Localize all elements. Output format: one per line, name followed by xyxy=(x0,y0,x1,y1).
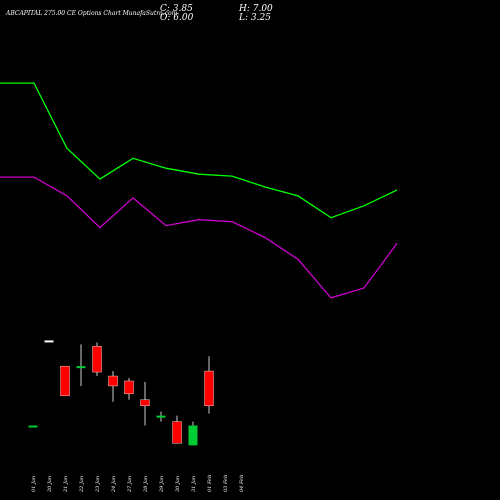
low-value: L: 3.25 xyxy=(239,13,271,23)
candle-body xyxy=(108,375,118,387)
candle xyxy=(188,421,198,446)
candle xyxy=(60,365,70,397)
lower-band-line xyxy=(0,176,398,299)
x-tick-label: 28 Jan xyxy=(143,476,149,493)
x-tick-label: 04 Feb xyxy=(239,475,245,492)
x-tick-label: 23 Jan xyxy=(95,476,101,493)
close-value: C: 3.85 xyxy=(160,4,193,14)
x-tick-label: 01 Jan xyxy=(31,476,37,492)
candle-body xyxy=(28,425,38,428)
candle xyxy=(28,425,38,428)
x-tick-label: 30 Jan xyxy=(175,476,181,492)
candle-body xyxy=(156,415,166,418)
candle-body xyxy=(188,425,198,446)
candle xyxy=(108,371,118,402)
x-tick-label: 29 Jan xyxy=(159,476,165,493)
x-tick-label: 31 Jan xyxy=(191,476,197,492)
candle xyxy=(92,342,102,377)
candle xyxy=(44,340,54,343)
chart-title: ABCAPITAL 275.00 CE Options Chart Munafa… xyxy=(6,10,178,17)
x-tick-label: 03 Feb xyxy=(223,475,229,492)
x-tick-label: 20 Jan xyxy=(47,476,53,493)
candle xyxy=(76,344,86,386)
candle xyxy=(172,415,182,444)
x-axis-labels: 01 Jan 20 Jan 21 Jan 22 Jan 23 Jan 24 Jan 27 J… xyxy=(31,475,245,493)
candle-body xyxy=(140,399,150,406)
candle-body xyxy=(124,380,134,395)
candle-body xyxy=(76,366,86,369)
candle-body xyxy=(92,346,102,373)
candle xyxy=(156,411,166,422)
candle xyxy=(124,378,134,400)
open-value: O: 6.00 xyxy=(160,13,194,23)
candles-layer xyxy=(28,340,214,446)
candle-body xyxy=(60,365,70,397)
bands-layer xyxy=(0,82,398,299)
x-tick-label: 01 Feb xyxy=(207,475,213,492)
candle-body xyxy=(44,340,54,343)
x-tick-label: 24 Jan xyxy=(111,476,117,493)
x-tick-label: 27 Jan xyxy=(127,476,133,493)
candle xyxy=(204,356,214,414)
candle-body xyxy=(172,421,182,444)
candle xyxy=(140,381,150,426)
candle-body xyxy=(204,370,214,406)
x-tick-label: 21 Jan xyxy=(63,476,69,493)
x-tick-label: 22 Jan xyxy=(79,476,85,493)
upper-band-line xyxy=(0,82,398,219)
high-value: H: 7.00 xyxy=(239,4,273,14)
